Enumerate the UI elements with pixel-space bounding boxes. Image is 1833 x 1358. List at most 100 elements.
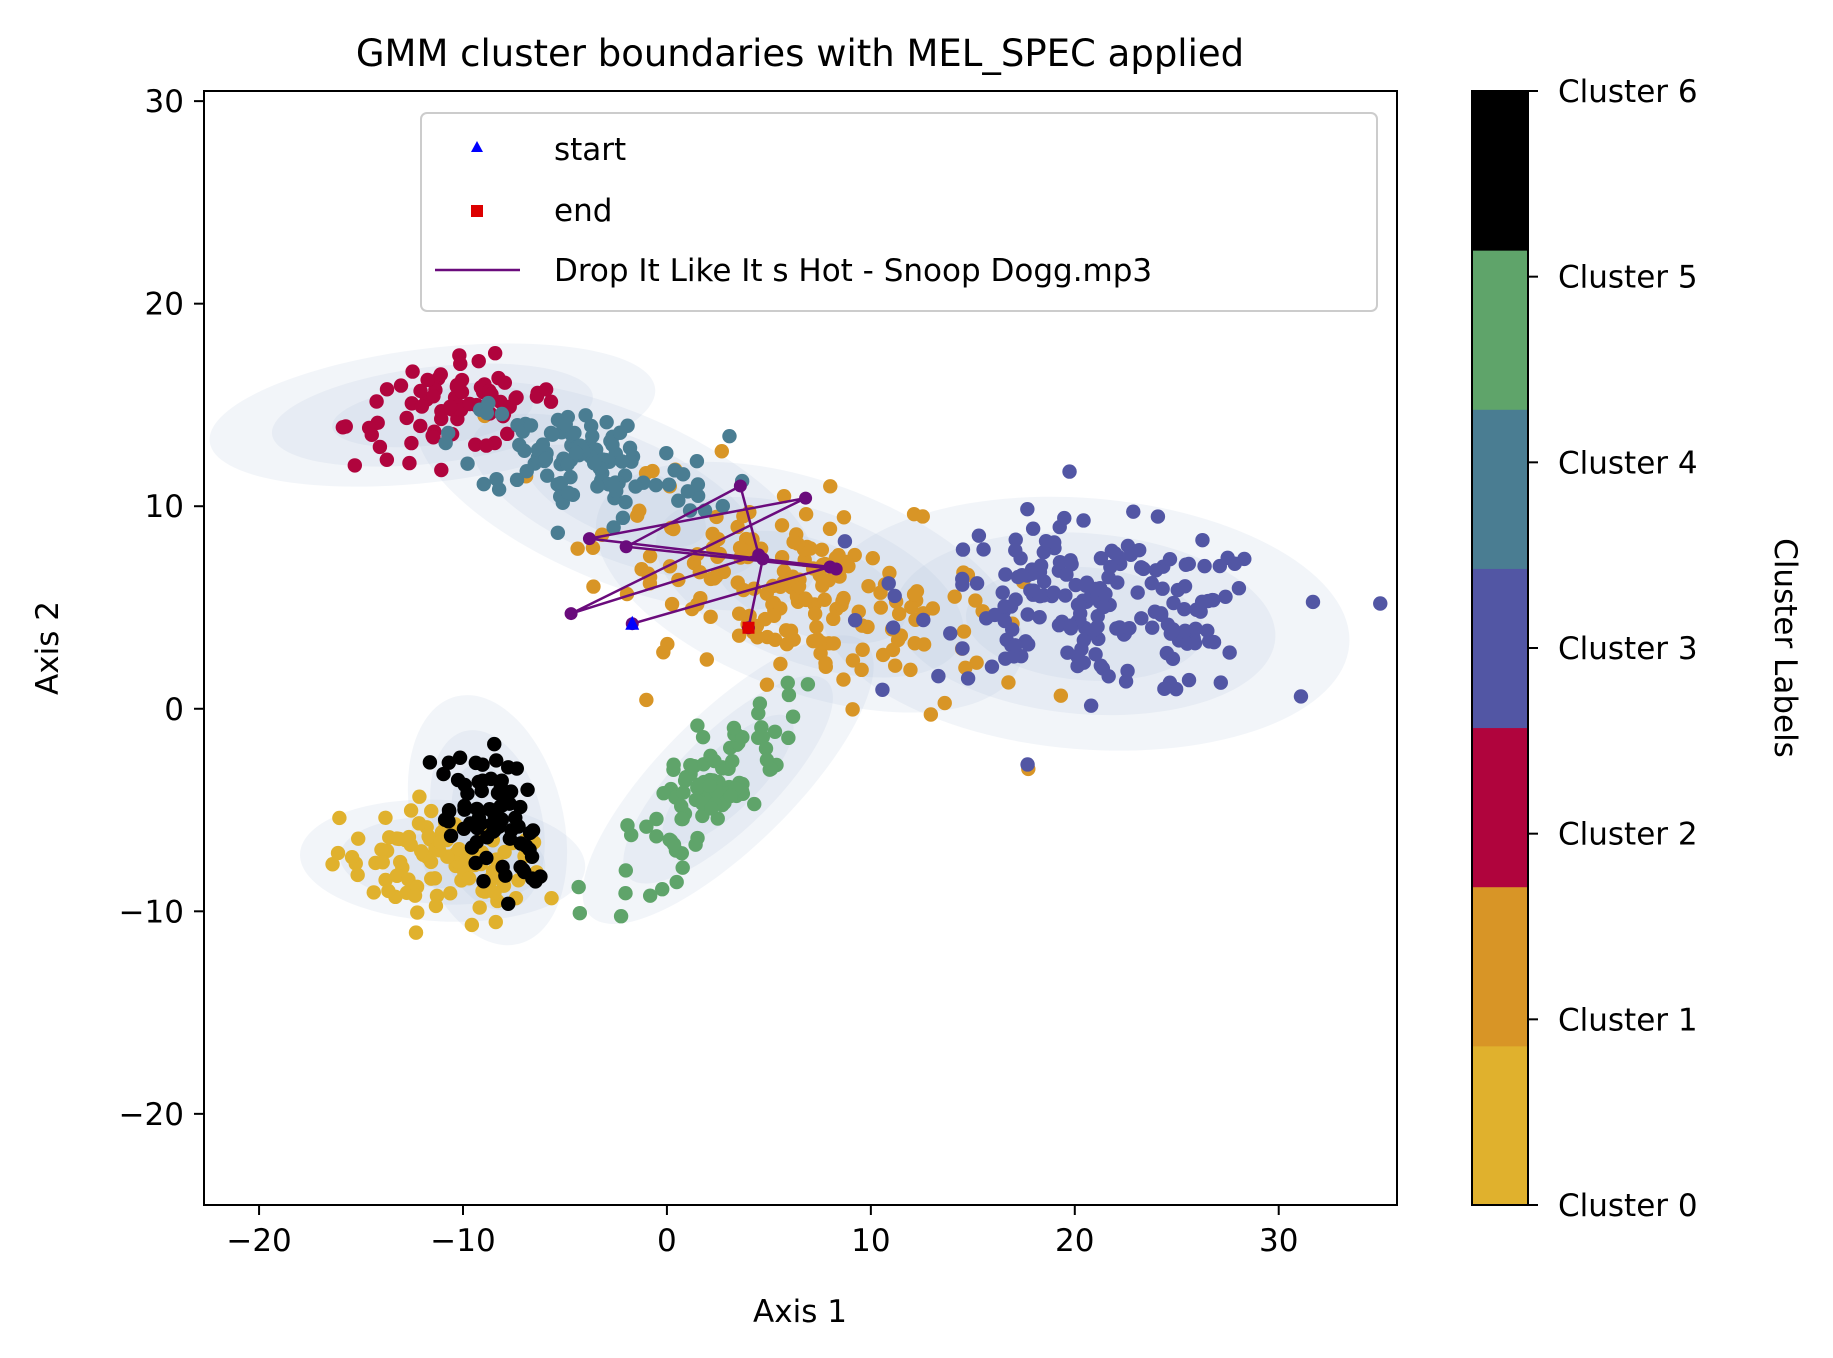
cluster-5-point (623, 827, 639, 843)
cluster-2-point (433, 367, 448, 382)
cluster-0-point (407, 888, 423, 903)
cluster-6-point (450, 772, 466, 788)
y-tick-label: −10 (119, 894, 184, 930)
cluster-3-point (1194, 594, 1210, 609)
track-point (829, 562, 843, 576)
cluster-2-point (414, 399, 430, 414)
cluster-5-point (674, 811, 689, 827)
cluster-3-point (1020, 757, 1035, 772)
cluster-4-point (722, 428, 737, 444)
x-axis-ticks: −20 −10 0 10 20 30 (226, 1205, 1298, 1259)
cluster-4-point (519, 464, 534, 479)
start-marker (625, 615, 640, 630)
cluster-6-point (485, 824, 501, 839)
cluster-3-point (1162, 551, 1178, 567)
cluster-3-point (1136, 561, 1151, 577)
cluster-3-point (1130, 585, 1145, 600)
y-tick-label: 0 (164, 692, 184, 728)
cluster-3-point (1148, 563, 1164, 578)
cluster-3-point (1155, 581, 1170, 596)
cluster-4-point (585, 429, 600, 444)
cluster-4-point (606, 478, 621, 494)
cluster-2-point (379, 452, 395, 467)
cluster-6-point (452, 750, 468, 765)
cluster-1-point (817, 592, 832, 607)
cluster-3-point (1033, 558, 1049, 573)
track-point (733, 479, 747, 493)
cluster-5-point (723, 788, 738, 804)
legend-end-marker (471, 205, 483, 217)
cluster-0-point (421, 829, 436, 844)
cluster-2-point (543, 394, 559, 409)
cluster-6-point (443, 828, 459, 844)
cluster-0-point (413, 844, 429, 859)
cluster-3-point (1014, 648, 1029, 664)
cluster-1-point (645, 463, 660, 479)
cluster-6-point (520, 782, 535, 797)
cluster-5-point (690, 718, 705, 733)
cluster-3-point (1144, 575, 1159, 591)
cluster-0-point (381, 883, 396, 899)
cluster-3-point (1206, 634, 1222, 650)
cluster-2-point (468, 437, 483, 452)
cluster-2-point (393, 378, 409, 393)
legend-start-marker (471, 141, 483, 152)
cluster-3-point (1093, 658, 1109, 673)
cluster-3-point (1020, 501, 1035, 517)
colorbar-segment-4 (1472, 409, 1528, 569)
cluster-5-point (780, 675, 795, 690)
cluster-1-point (968, 593, 983, 608)
cluster-3-point (1110, 575, 1125, 590)
cluster-4-point (606, 520, 621, 535)
cluster-4-point (479, 405, 495, 421)
cluster-2-point (426, 430, 441, 445)
cluster-6-point (517, 864, 532, 880)
cluster-1-point (586, 579, 601, 594)
cluster-3-point (1197, 558, 1212, 574)
colorbar-ticks: Cluster 0 Cluster 1 Cluster 2 Cluster 3 Clus… (1528, 74, 1698, 1224)
cluster-6-point (513, 836, 528, 851)
cluster-1-point (809, 619, 824, 635)
cluster-4-point (523, 418, 539, 433)
x-tick-label: 10 (851, 1223, 890, 1259)
cluster-3-point (1098, 586, 1113, 602)
cluster-5-point (752, 696, 768, 711)
cluster-5-point (704, 801, 719, 816)
colorbar-segments (1472, 91, 1528, 1206)
chart-title: GMM cluster boundaries with MEL_SPEC app… (356, 32, 1244, 75)
cluster-3-point (1003, 599, 1019, 614)
cluster-4-point (560, 457, 575, 472)
x-tick-label: −10 (430, 1223, 495, 1259)
cluster-4-point (494, 406, 510, 422)
cluster-1-point (759, 677, 775, 692)
cluster-5-point (676, 785, 691, 800)
legend-end-label: end (554, 193, 612, 229)
cluster-6-point (501, 896, 516, 911)
track-point (756, 552, 770, 566)
cluster-3-point (1213, 675, 1228, 690)
cluster-0-point (411, 816, 427, 831)
cluster-1-point (903, 662, 918, 678)
cluster-2-point (479, 438, 494, 453)
cluster-5-point (735, 729, 750, 745)
y-tick-label: 20 (145, 287, 184, 323)
cluster-5-point (781, 730, 796, 746)
cluster-1-point (707, 571, 722, 586)
cluster-2-point (404, 435, 419, 451)
cluster-2-point (497, 375, 513, 390)
cluster-4-point (476, 476, 491, 492)
cluster-2-point (471, 353, 486, 369)
cluster-3-point (1014, 568, 1030, 583)
cluster-3-point (969, 576, 985, 591)
cluster-1-point (865, 550, 880, 566)
cluster-4-point (590, 479, 605, 494)
cluster-0-point (378, 872, 393, 888)
cluster-6-point (469, 801, 485, 817)
cluster-3-point (960, 671, 976, 686)
cluster-4-point (612, 425, 628, 440)
cluster-2-point (372, 439, 388, 455)
cluster-3-point (1076, 513, 1091, 528)
colorbar-segment-0 (1472, 1045, 1528, 1206)
cluster-4-point (618, 494, 633, 510)
cluster-0-point (443, 886, 458, 901)
